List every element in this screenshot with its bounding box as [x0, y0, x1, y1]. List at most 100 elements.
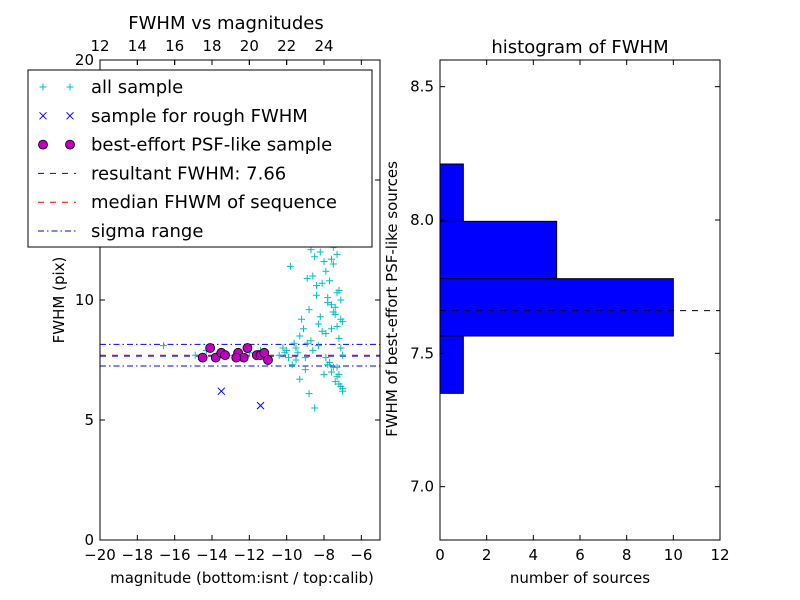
scatter-top-tick-label: 20 [240, 37, 259, 55]
scatter-point-s0-30 [318, 279, 326, 287]
legend-label-0: all sample [91, 77, 183, 98]
scatter-point-s0-83 [337, 315, 345, 323]
scatter-point-s0-40 [337, 344, 345, 352]
histogram-x-tick-label: 12 [710, 546, 729, 564]
scatter-x-axis-label: magnitude (bottom:isnt / top:calib) [110, 569, 374, 587]
legend-marker-0 [39, 83, 47, 91]
histogram-bar-0 [439, 335, 464, 394]
scatter-y-tick-label: 10 [75, 291, 94, 309]
legend-label-3: resultant FWHM: 7.66 [91, 163, 286, 184]
scatter-point-s2-11 [263, 355, 273, 365]
scatter-point-s0-38 [333, 322, 341, 330]
legend-marker-2 [65, 139, 75, 150]
scatter-point-s0-72 [320, 258, 328, 266]
scatter-point-s0-32 [322, 267, 330, 275]
scatter-x-tick-label: −6 [350, 546, 372, 564]
histogram-panel: 0 2 4 6 8 10 127.07.58.08.5 histogram of FWHM … [383, 37, 730, 587]
scatter-point-s0-14 [288, 361, 296, 369]
scatter-point-s0-18 [296, 332, 304, 340]
histogram-y-axis-label: FWHM of best-effort PSF-like sources [383, 161, 401, 437]
histogram-data-layer [439, 163, 720, 394]
scatter-point-s0-9 [275, 351, 283, 359]
legend-marker-2 [38, 139, 48, 150]
legend-label-2: best-effort PSF-like sample [91, 135, 332, 156]
legend-marker-1 [66, 111, 74, 120]
scatter-top-tick-label: 22 [277, 37, 296, 55]
scatter-point-s0-60 [314, 342, 322, 350]
scatter-point-s0-0 [159, 342, 167, 350]
scatter-point-s0-17 [294, 349, 302, 357]
scatter-point-s0-55 [316, 313, 324, 321]
legend-items: all sample sample for rough FWHM best-effo… [38, 77, 337, 242]
scatter-point-s0-15 [290, 339, 298, 347]
scatter-point-s0-16 [292, 344, 300, 352]
scatter-x-tick-label: −12 [234, 546, 266, 564]
scatter-point-s0-53 [326, 358, 334, 366]
scatter-point-s0-58 [296, 375, 304, 383]
histogram-title: histogram of FWHM [491, 37, 668, 58]
scatter-point-s0-80 [339, 385, 347, 393]
scatter-point-s0-70 [329, 308, 337, 316]
scatter-point-s0-28 [314, 320, 322, 328]
scatter-point-s0-12 [285, 354, 293, 362]
histogram-bar-1 [439, 278, 674, 337]
scatter-legend: all sample sample for rough FWHM best-effo… [27, 69, 373, 248]
scatter-top-tick-label: 12 [90, 37, 109, 55]
scatter-point-s0-84 [333, 289, 341, 297]
histogram-x-tick-label: 6 [575, 546, 585, 564]
histogram-y-tick-label: 7.5 [410, 344, 434, 362]
scatter-point-s0-77 [322, 354, 330, 362]
scatter-x-tick-label: −8 [313, 546, 335, 564]
scatter-point-s0-82 [331, 303, 339, 311]
scatter-top-tick-label: 24 [314, 37, 333, 55]
histogram-x-tick-label: 10 [664, 546, 683, 564]
scatter-point-s0-20 [299, 325, 307, 333]
scatter-point-s0-69 [337, 296, 345, 304]
scatter-point-s0-23 [305, 306, 313, 314]
histogram-ticks: 0 2 4 6 8 10 12 7.0 7.5 8.0 8.5 [410, 60, 730, 564]
scatter-y-tick-label: 5 [84, 411, 94, 429]
scatter-point-s0-36 [329, 260, 337, 268]
scatter-point-s0-22 [303, 274, 311, 282]
scatter-point-s0-1 [191, 351, 199, 359]
histogram-x-axis-label: number of sources [510, 569, 650, 587]
scatter-y-axis-label: FWHM (pix) [50, 257, 68, 344]
scatter-point-s1-1 [256, 401, 265, 410]
scatter-point-s2-12 [231, 352, 242, 363]
scatter-point-s2-0 [205, 343, 216, 353]
legend-marker-0 [66, 83, 74, 91]
scatter-point-s0-46 [327, 368, 335, 376]
scatter-point-s0-76 [303, 339, 311, 347]
legend-marker-1 [39, 111, 47, 120]
scatter-point-s0-13 [286, 262, 294, 270]
histogram-x-tick-label: 8 [622, 546, 632, 564]
scatter-y-tick-label: 20 [75, 51, 94, 69]
scatter-x-tick-label: −16 [159, 546, 191, 564]
scatter-point-s0-19 [298, 315, 306, 323]
scatter-point-s0-26 [311, 253, 319, 261]
histogram-bar-2 [439, 220, 558, 280]
scatter-point-s2-4 [197, 352, 208, 363]
scatter-point-s0-65 [327, 255, 335, 263]
scatter-point-s0-66 [324, 298, 332, 306]
scatter-point-s0-59 [309, 272, 317, 280]
scatter-data-layer [100, 234, 380, 412]
scatter-point-s2-3 [220, 350, 230, 361]
scatter-x-tick-label: −18 [122, 546, 154, 564]
histogram-x-tick-label: 4 [529, 546, 539, 564]
scatter-point-s0-51 [320, 370, 328, 378]
scatter-point-s0-54 [322, 330, 330, 338]
scatter-y-tick-label: 0 [84, 531, 94, 549]
scatter-point-s0-24 [307, 337, 315, 345]
scatter-point-s0-74 [292, 356, 300, 364]
scatter-point-s0-29 [316, 248, 324, 256]
histogram-y-tick-label: 8.5 [410, 78, 434, 96]
scatter-point-s0-41 [339, 351, 347, 359]
scatter-point-s0-56 [313, 282, 321, 290]
scatter-point-s0-49 [305, 390, 313, 398]
scatter-top-tick-label: 16 [165, 37, 184, 55]
scatter-top-tick-label: 14 [128, 37, 147, 55]
legend-label-4: median FHWM of sequence [91, 192, 337, 213]
histogram-x-tick-label: 0 [435, 546, 445, 564]
